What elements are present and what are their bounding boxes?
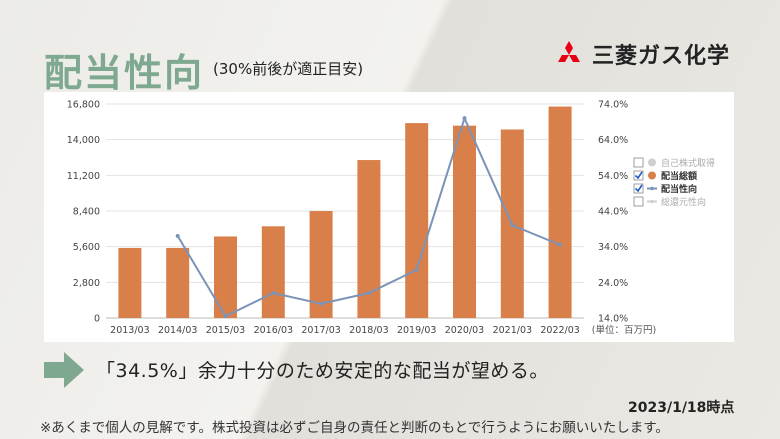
legend-label: 配当性向: [661, 183, 697, 195]
legend-checkbox: [633, 157, 644, 168]
bar: [166, 247, 190, 318]
y-right-tick-label: 14.0%: [598, 314, 628, 325]
legend-label: 配当総額: [661, 170, 697, 182]
y-left-tick-label: 0: [94, 314, 100, 325]
line-point: [366, 291, 371, 296]
line-point: [462, 116, 467, 121]
legend-line-point: [650, 186, 654, 191]
y-left-tick-label: 2,800: [73, 278, 100, 289]
legend-checkbox: [633, 183, 644, 194]
y-left-tick-label: 11,200: [67, 171, 100, 182]
x-tick-label: 2022/03: [540, 325, 579, 336]
x-tick-label: 2020/03: [445, 325, 484, 336]
legend-dot-icon: [648, 171, 656, 180]
summary-message: 「34.5%」余力十分のため安定的な配当が望める。: [96, 360, 549, 382]
line-point: [271, 291, 276, 296]
y-left-tick-label: 16,800: [67, 100, 100, 111]
y-left-tick-label: 5,600: [73, 242, 100, 253]
y-right-tick-label: 44.0%: [598, 207, 628, 218]
legend-label: 自己株式取得: [661, 157, 715, 169]
chart-card: 0 2,800 5,600 8,400 11,200 14,000 16,800 14.0% 2…: [44, 92, 734, 342]
bar: [548, 106, 572, 318]
y-right-tick-label: 54.0%: [598, 171, 628, 182]
x-tick-label: 2014/03: [158, 325, 197, 336]
dividend-chart: 0 2,800 5,600 8,400 11,200 14,000 16,800 14.0% 2…: [67, 100, 715, 337]
bar: [309, 211, 333, 318]
legend-dot-icon: [648, 158, 656, 167]
logo-text: 三菱ガス化学: [592, 44, 731, 69]
legend-label: 総還元性向: [661, 196, 706, 208]
page-title: 配当性向: [44, 51, 205, 95]
y-right-tick-label: 64.0%: [598, 135, 628, 146]
bar: [214, 236, 237, 318]
legend-line-point: [650, 199, 654, 204]
line-point: [223, 314, 228, 319]
y-right-tick-label: 34.0%: [598, 242, 628, 253]
y-right-tick-label: 74.0%: [598, 100, 628, 111]
line-point: [414, 267, 419, 272]
as-of-date: 2023/1/18時点: [628, 400, 735, 416]
line-point: [510, 223, 515, 228]
bar: [261, 226, 285, 318]
check-icon: [634, 171, 643, 180]
x-tick-label: 2018/03: [349, 325, 388, 336]
x-tick-label: 2021/03: [493, 325, 532, 336]
arrow-right-icon: [44, 352, 84, 388]
bar: [118, 247, 142, 318]
y-left-tick-label: 14,000: [67, 135, 100, 146]
line-point: [558, 242, 563, 247]
legend-checkbox: [633, 170, 644, 181]
bar: [405, 123, 429, 318]
bar: [357, 160, 381, 318]
y-left-tick-label: 8,400: [73, 207, 100, 218]
line-point: [175, 233, 180, 238]
x-tick-label: 2017/03: [301, 325, 340, 336]
bar: [453, 125, 476, 319]
y-right-tick-label: 24.0%: [598, 278, 628, 289]
unit-label: (単位：百万円): [592, 324, 656, 336]
x-tick-label: 2015/03: [206, 325, 245, 336]
legend-checkbox: [633, 196, 644, 207]
company-logo: 三菱ガス化学: [554, 38, 730, 70]
line-point: [319, 301, 324, 306]
page-subtitle: (30%前後が適正目安): [213, 60, 364, 78]
diamond-logo-icon: [558, 41, 580, 62]
disclaimer: ※あくまで個人の見解です。株式投資は必ずご自身の責任と判断のもとで行うようにお願…: [40, 420, 669, 436]
x-tick-label: 2016/03: [254, 325, 293, 336]
x-tick-label: 2013/03: [110, 325, 149, 336]
x-tick-label: 2019/03: [397, 325, 436, 336]
check-icon: [634, 184, 643, 193]
